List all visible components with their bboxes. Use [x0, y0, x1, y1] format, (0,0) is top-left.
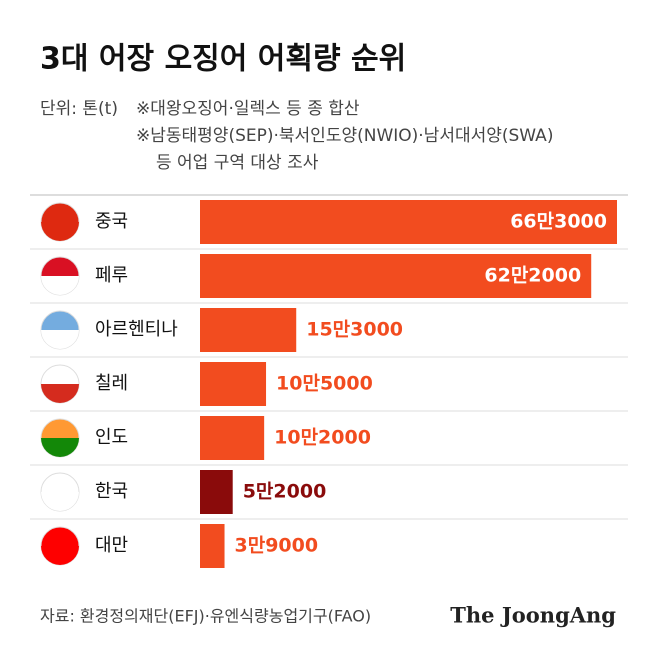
flag: [41, 492, 79, 511]
value-label: 62만2000: [484, 265, 581, 287]
bar: [200, 416, 265, 460]
note: ※대왕오징어·일렉스 등 종 합산: [136, 99, 360, 119]
value-label: 10만2000: [274, 427, 371, 449]
bar: [200, 524, 225, 568]
flag: [41, 330, 79, 349]
value-label: 66만3000: [510, 211, 607, 233]
note: 등 어업 구역 대상 조사: [156, 153, 319, 173]
bar: [200, 362, 267, 406]
y-tick-label: 페루: [95, 265, 128, 286]
chart-title: 3대 어장 오징어 어획량 순위: [40, 42, 406, 77]
value-label: 3만9000: [235, 535, 319, 557]
unit: 단위: 톤(t): [40, 99, 118, 119]
bar: [200, 308, 297, 352]
y-tick-label: 중국: [95, 211, 128, 232]
y-tick-label: 대만: [95, 535, 128, 556]
y-tick-label: 한국: [95, 481, 128, 502]
flag: [41, 276, 79, 295]
bar: [200, 254, 592, 298]
flag: [41, 546, 79, 565]
bar: [200, 200, 617, 244]
y-tick-label: 아르헨티나: [95, 319, 178, 340]
flag: [41, 438, 79, 457]
brand: The JoongAng: [450, 603, 616, 628]
source: 자료: 환경정의재단(EFJ)·유엔식량농업기구(FAO): [40, 607, 371, 626]
value-label: 15만3000: [306, 319, 403, 341]
bar: [200, 470, 233, 514]
note: ※남동태평양(SEP)·북서인도양(NWIO)·남서대서양(SWA): [136, 126, 553, 146]
value-label: 10만5000: [276, 373, 373, 395]
flag: [41, 222, 79, 241]
y-tick-label: 칠레: [95, 373, 128, 394]
y-tick-label: 인도: [95, 427, 128, 448]
value-label: 5만2000: [243, 481, 327, 503]
flag: [41, 384, 79, 403]
